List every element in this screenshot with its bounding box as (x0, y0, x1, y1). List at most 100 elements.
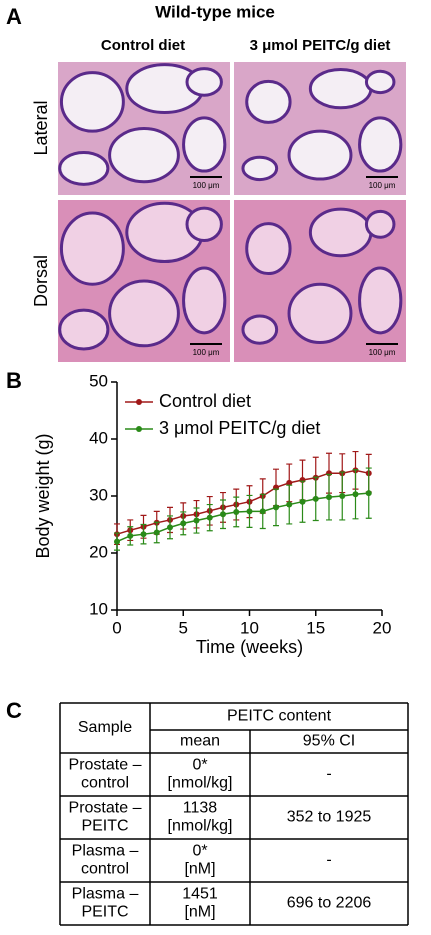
scale-bar-label: 100 μm (193, 348, 220, 357)
legend-marker (136, 399, 142, 405)
y-tick-label: 40 (89, 428, 108, 447)
table-cell: [nM] (184, 904, 215, 921)
data-point (167, 524, 173, 531)
gland (58, 150, 110, 186)
table-cell: Sample (78, 719, 132, 736)
data-point (299, 498, 306, 505)
y-tick-label: 10 (89, 599, 108, 618)
table-cell: PEITC (81, 904, 128, 921)
panel-label: A (6, 4, 22, 29)
series (114, 467, 372, 551)
scale-bar-label: 100 μm (193, 181, 220, 190)
x-axis-label: Time (weeks) (196, 637, 303, 657)
table-cell: control (81, 861, 129, 878)
legend-label: 3 μmol PEITC/g diet (159, 418, 320, 438)
gland (245, 222, 292, 276)
column-header: Control diet (101, 37, 185, 54)
gland (185, 67, 223, 97)
panel-title: Wild-type mice (155, 2, 275, 21)
scale-bar-label: 100 μm (369, 348, 396, 357)
data-point (246, 508, 253, 515)
data-point (127, 532, 134, 539)
table-cell: PEITC (81, 818, 128, 835)
gland (108, 279, 180, 348)
table: Sample PEITC content mean 95% CI Prostate – c… (59, 702, 409, 926)
table-cell: 0* (192, 843, 207, 860)
gland (241, 314, 279, 345)
data-point (153, 529, 160, 536)
x-tick-label: 5 (179, 618, 188, 637)
data-point (326, 494, 332, 501)
table-cell: 352 to 1925 (287, 809, 372, 826)
line-chart: 10 20 30 40 50 0 5 10 15 20 Time (weeks) Body weigh… (33, 371, 392, 656)
table-cell: 1138 (183, 800, 218, 817)
data-point (286, 479, 293, 486)
table-cell: 0* (192, 757, 207, 774)
table-cell: [nM] (184, 861, 215, 878)
table-cell: [nmol/kg] (168, 775, 233, 792)
data-point (233, 508, 240, 515)
data-point (180, 520, 187, 527)
y-tick-label: 30 (89, 485, 108, 504)
data-point (365, 490, 372, 497)
data-point (286, 501, 293, 508)
x-tick-label: 0 (112, 618, 121, 637)
gland (358, 116, 403, 173)
gland (185, 206, 223, 243)
table-cell: PEITC content (227, 708, 332, 725)
table-cell: [nmol/kg] (168, 818, 233, 835)
gland (58, 308, 110, 351)
histology-image: 100 μm (58, 62, 230, 195)
gland (108, 127, 180, 184)
gland (245, 79, 292, 124)
row-label: Dorsal (31, 255, 51, 307)
panel-label: B (6, 368, 22, 393)
gland (182, 266, 227, 335)
data-point (193, 517, 200, 524)
table-cell: 95% CI (303, 733, 355, 750)
data-point (273, 504, 279, 511)
gland (358, 266, 403, 335)
x-tick-label: 15 (306, 618, 325, 637)
gland (308, 67, 373, 110)
histology-image: 100 μm (58, 200, 230, 362)
table-cell: 696 to 2206 (287, 895, 372, 912)
scale-bar-label: 100 μm (369, 181, 396, 190)
gland (59, 71, 125, 133)
column-header: 3 μmol PEITC/g diet (250, 37, 391, 54)
table-cell: 1451 (182, 886, 218, 903)
y-tick-label: 20 (89, 542, 108, 561)
gland (364, 209, 396, 239)
table-cell: - (326, 766, 331, 783)
table-cell: Plasma – (72, 843, 139, 860)
gland (241, 155, 279, 182)
panel-label: C (6, 698, 22, 723)
y-axis-label: Body weight (g) (33, 433, 53, 558)
table-cell: mean (180, 733, 220, 750)
histology-image: 100 μm (234, 200, 406, 362)
gland (364, 69, 396, 95)
histology-image: 100 μm (234, 62, 406, 195)
gland (287, 282, 353, 345)
legend-marker (136, 426, 142, 432)
data-point (259, 508, 266, 515)
data-point (220, 511, 226, 518)
data-point (206, 514, 213, 521)
gland (59, 211, 125, 286)
data-point (140, 531, 147, 538)
table-cell: Plasma – (72, 886, 139, 903)
table-cell: Prostate – (69, 800, 142, 817)
gland (182, 116, 227, 173)
table-cell: control (81, 775, 129, 792)
x-tick-label: 10 (240, 618, 259, 637)
y-tick-label: 50 (89, 371, 108, 390)
x-tick-label: 20 (373, 618, 392, 637)
table-cell: - (326, 852, 331, 869)
series (114, 450, 372, 546)
legend-label: Control diet (159, 391, 251, 411)
gland (287, 129, 353, 181)
data-point (352, 491, 359, 498)
row-label: Lateral (31, 100, 51, 155)
data-point (312, 495, 319, 502)
